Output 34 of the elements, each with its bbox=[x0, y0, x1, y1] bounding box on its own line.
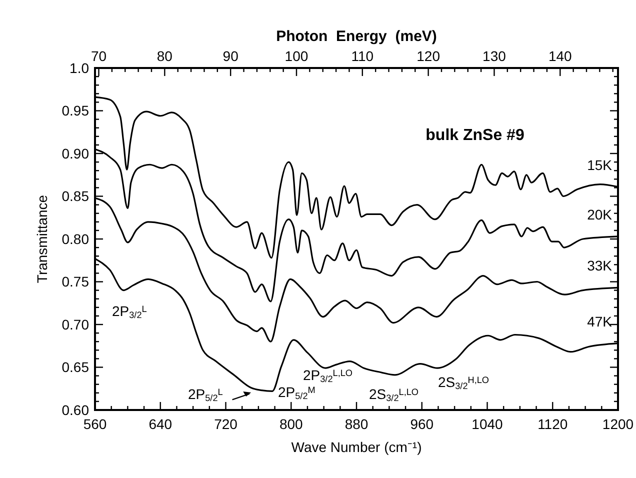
y-tick-label: 0.75 bbox=[62, 274, 90, 290]
x-tick-label: 800 bbox=[279, 416, 304, 432]
x2-axis-title: Photon Energy (meV) bbox=[276, 28, 437, 45]
x-tick-label: 1040 bbox=[472, 416, 504, 432]
x-axis-title: Wave Number (cm⁻¹) bbox=[291, 439, 422, 455]
x2-tick-label: 80 bbox=[156, 48, 173, 64]
x-tick-label: 640 bbox=[148, 416, 172, 432]
x2-tick-label: 70 bbox=[90, 48, 107, 64]
y-tick-label: 0.60 bbox=[62, 402, 90, 418]
legend-label: 33K bbox=[587, 258, 613, 274]
x2-tick-label: 140 bbox=[548, 48, 572, 64]
x-tick-label: 560 bbox=[83, 416, 107, 432]
x2-tick-label: 120 bbox=[416, 48, 440, 64]
y-tick-label: 1.0 bbox=[70, 60, 90, 76]
y-tick-label: 0.80 bbox=[62, 230, 90, 247]
legend-label: 47K bbox=[587, 313, 613, 330]
x-tick-label: 1120 bbox=[538, 416, 568, 432]
x-tick-label: 960 bbox=[410, 416, 434, 432]
y-axis-title: Transmittance bbox=[34, 194, 50, 284]
x2-tick-label: 110 bbox=[351, 48, 374, 64]
y-tick-label: 0.70 bbox=[62, 316, 90, 332]
legend-label: 20K bbox=[587, 206, 613, 222]
x-tick-label: 720 bbox=[214, 416, 238, 432]
x-tick-label: 880 bbox=[344, 416, 368, 432]
y-tick-label: 0.90 bbox=[62, 145, 90, 162]
y-tick-label: 0.65 bbox=[62, 359, 90, 376]
x2-tick-label: 90 bbox=[222, 48, 239, 64]
legend-label: 15K bbox=[587, 156, 613, 173]
y-tick-label: 0.85 bbox=[62, 188, 90, 204]
annotation: bulk ZnSe #9 bbox=[426, 127, 524, 144]
x2-tick-label: 130 bbox=[482, 48, 506, 64]
y-tick-label: 0.95 bbox=[62, 102, 90, 119]
x2-tick-label: 100 bbox=[284, 48, 308, 64]
x-tick-label: 1200 bbox=[602, 416, 634, 432]
